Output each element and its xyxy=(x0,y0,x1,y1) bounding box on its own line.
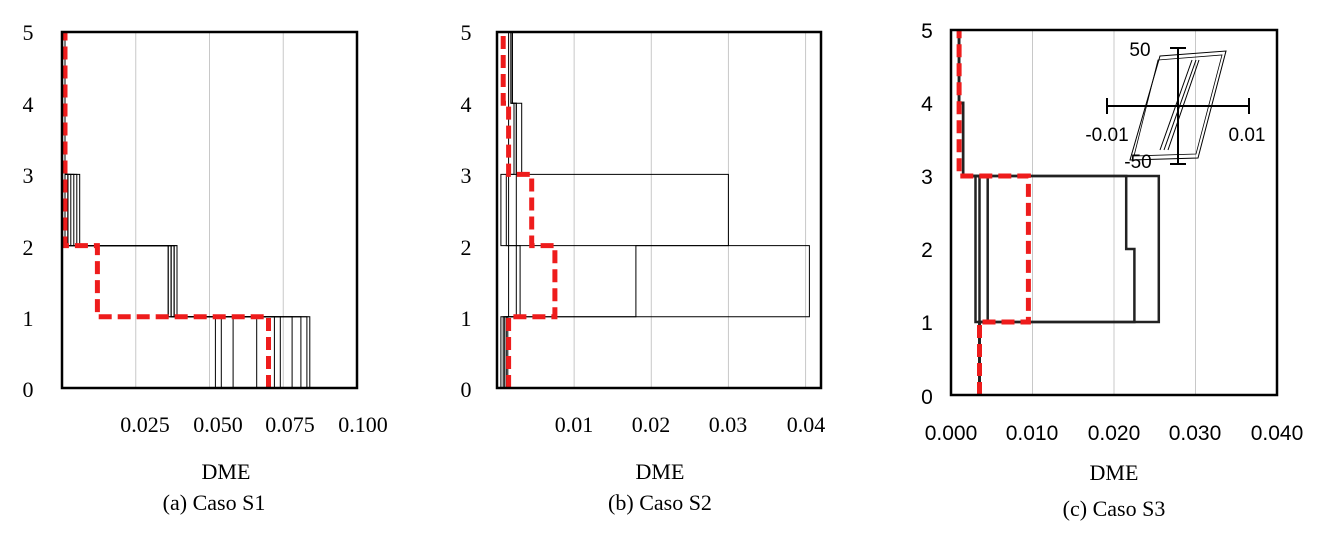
series-record-line xyxy=(507,32,810,388)
inset-hysteresis-branch xyxy=(1159,59,1193,151)
inset-hysteresis-plot: 50 -0.01 0.01 -50 xyxy=(1085,40,1265,173)
x-tick-label: 0.000 xyxy=(925,422,978,445)
x-axis-label: DME xyxy=(202,459,251,484)
series-record-line xyxy=(64,32,311,388)
series-record-line xyxy=(957,30,989,395)
y-tick-label: 4 xyxy=(461,92,472,117)
series-record-line xyxy=(64,32,222,388)
caption: (c) Caso S3 xyxy=(1063,496,1166,521)
x-tick-label: 0.02 xyxy=(632,412,671,437)
y-tick-label: 5 xyxy=(461,20,472,45)
y-tick-label: 5 xyxy=(23,20,34,45)
series-mean-line xyxy=(956,30,1031,395)
x-tick-label: 0.025 xyxy=(120,412,170,437)
inset-tick-label: 50 xyxy=(1129,40,1150,61)
inset-tick-label: 0.01 xyxy=(1229,125,1266,146)
plot-frame-a xyxy=(60,30,359,390)
y-tick-label: 0 xyxy=(23,377,34,402)
y-tick-label: 4 xyxy=(23,92,34,117)
y-tick-label: 3 xyxy=(461,163,472,188)
x-tick-label: 0.020 xyxy=(1088,422,1141,445)
plot-frame-c xyxy=(949,28,1279,397)
inset-tick-label: -0.01 xyxy=(1085,125,1128,146)
inset-hysteresis-loop xyxy=(1133,54,1223,157)
x-tick-label: 0.030 xyxy=(1169,422,1222,445)
y-tick-label: 1 xyxy=(461,306,472,331)
y-tick-label: 4 xyxy=(921,93,933,116)
series-record-line xyxy=(64,32,275,388)
series-mean-line xyxy=(62,32,271,388)
x-tick-label: 0.01 xyxy=(555,412,594,437)
y-tick-label: 2 xyxy=(461,235,472,260)
x-tick-label: 0.100 xyxy=(338,412,388,437)
series-record-line xyxy=(64,32,216,388)
caption: (b) Caso S2 xyxy=(608,490,712,515)
series-record-line xyxy=(957,30,1161,395)
x-tick-label: 0.040 xyxy=(1251,422,1304,445)
plot-frame-b xyxy=(495,30,823,390)
series-record-line xyxy=(64,32,281,388)
series-record-line xyxy=(957,30,981,395)
y-tick-label: 0 xyxy=(921,386,933,409)
series-record-line xyxy=(504,32,729,388)
x-axis-label: DME xyxy=(636,459,685,484)
y-tick-label: 2 xyxy=(921,239,933,262)
series-record-line xyxy=(64,32,302,388)
chart-panel-a: 0 1 2 3 4 5 0.025 0.050 0.075 0.100 DME … xyxy=(23,20,388,515)
caption: (a) Caso S1 xyxy=(163,490,266,515)
y-tick-label: 5 xyxy=(921,20,933,43)
x-axis-label: DME xyxy=(1090,460,1139,485)
inset-hysteresis-loop xyxy=(1129,50,1227,161)
chart-panel-b: 0 1 2 3 4 5 0.01 0.02 0.03 0.04 DME (b) … xyxy=(461,20,826,515)
x-tick-label: 0.010 xyxy=(1006,422,1059,445)
y-tick-label: 1 xyxy=(23,306,34,331)
y-tick-label: 3 xyxy=(23,163,34,188)
y-tick-label: 3 xyxy=(921,166,933,189)
y-tick-label: 2 xyxy=(23,235,34,260)
y-tick-label: 1 xyxy=(921,312,933,335)
x-tick-label: 0.075 xyxy=(265,412,315,437)
series-mean-line xyxy=(500,32,558,388)
inset-tick-label: -50 xyxy=(1124,152,1151,173)
x-tick-label: 0.04 xyxy=(787,412,826,437)
series-record-line xyxy=(64,32,308,388)
series-record-line xyxy=(64,32,234,388)
chart-panel-c: 50 -0.01 0.01 -50 0 1 2 3 4 5 0.000 0.01… xyxy=(921,20,1303,521)
y-tick-label: 0 xyxy=(461,377,472,402)
series-record-line xyxy=(64,32,258,388)
inset-hysteresis-branch xyxy=(1167,59,1200,151)
series-record-line xyxy=(957,30,1136,395)
x-tick-label: 0.03 xyxy=(709,412,748,437)
x-tick-label: 0.050 xyxy=(193,412,243,437)
inset-hysteresis-branch xyxy=(1163,59,1197,151)
series-record-line xyxy=(64,32,293,388)
